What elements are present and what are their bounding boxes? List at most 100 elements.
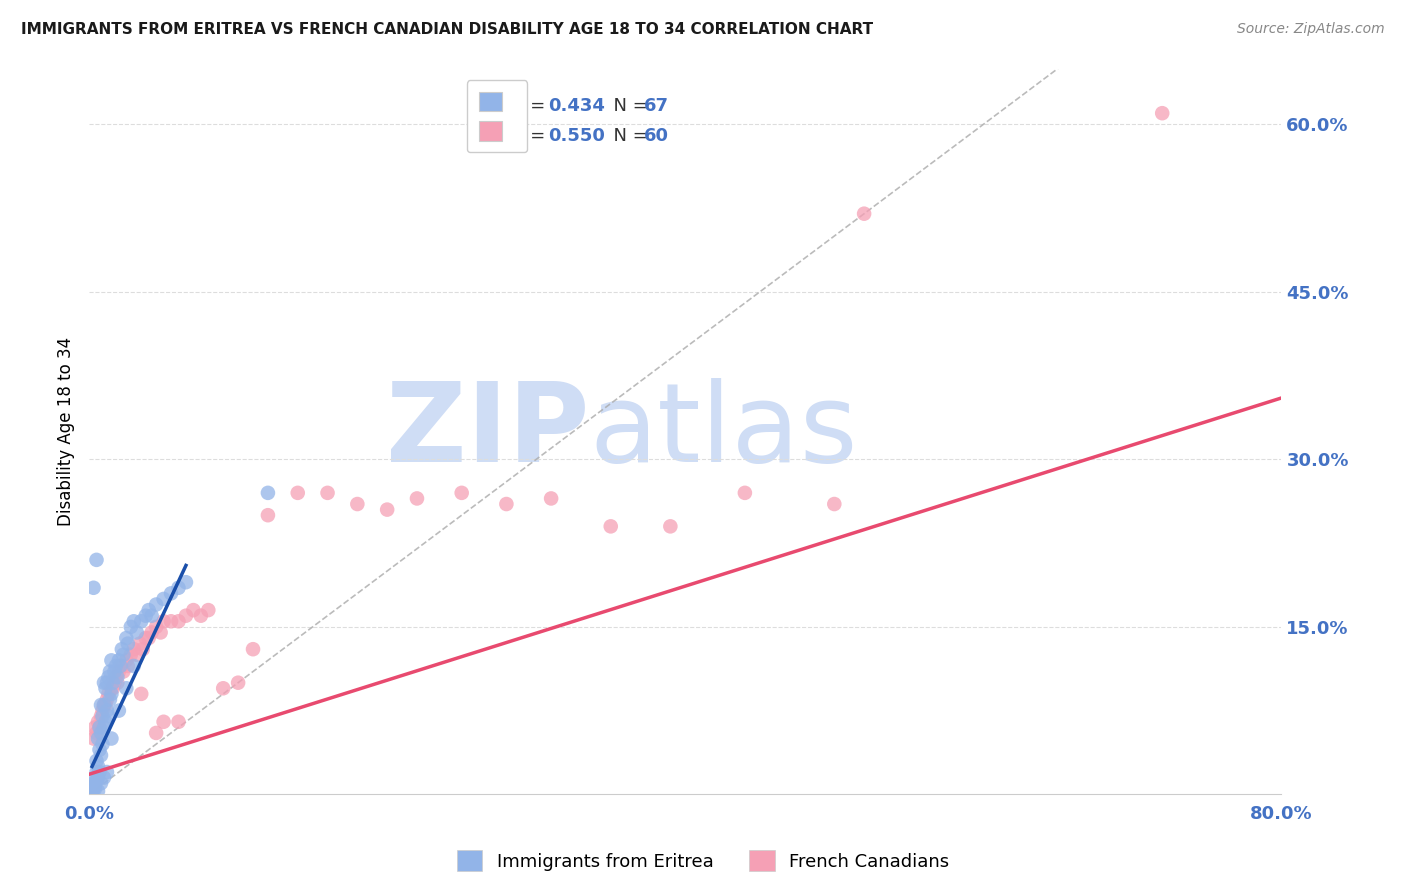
Point — [226, 675, 249, 690]
Point — [89, 720, 111, 734]
Point — [104, 670, 127, 684]
Point — [112, 648, 135, 662]
Point — [212, 681, 235, 696]
Point — [122, 615, 145, 629]
Point — [1152, 106, 1174, 120]
Point — [97, 709, 120, 723]
Point — [659, 519, 682, 533]
Point — [115, 681, 138, 696]
Point — [197, 603, 219, 617]
Point — [132, 642, 155, 657]
Point — [122, 642, 145, 657]
Point — [86, 754, 108, 768]
Point — [242, 642, 264, 657]
Point — [86, 765, 108, 780]
Point — [108, 665, 131, 679]
Point — [117, 659, 139, 673]
Point — [287, 486, 309, 500]
Point — [86, 553, 108, 567]
Point — [90, 698, 112, 712]
Text: ZIP: ZIP — [387, 378, 591, 485]
Point — [83, 781, 105, 796]
Point — [86, 726, 108, 740]
Point — [93, 771, 115, 785]
Point — [97, 670, 120, 684]
Legend: , : , — [467, 80, 527, 153]
Point — [87, 759, 110, 773]
Point — [406, 491, 429, 506]
Point — [125, 648, 148, 662]
Point — [152, 615, 174, 629]
Point — [84, 779, 107, 793]
Text: 0.550: 0.550 — [548, 127, 605, 145]
Point — [98, 692, 121, 706]
Point — [103, 665, 125, 679]
Text: 0.434: 0.434 — [548, 96, 605, 114]
Point — [98, 665, 121, 679]
Point — [87, 771, 110, 785]
Point — [105, 670, 128, 684]
Point — [108, 653, 131, 667]
Point — [90, 776, 112, 790]
Point — [101, 675, 124, 690]
Point — [257, 486, 280, 500]
Point — [734, 486, 756, 500]
Point — [83, 581, 105, 595]
Text: 67: 67 — [644, 96, 668, 114]
Point — [83, 776, 105, 790]
Point — [89, 742, 111, 756]
Point — [167, 714, 190, 729]
Point — [84, 781, 107, 796]
Point — [84, 771, 107, 785]
Point — [103, 675, 125, 690]
Point — [108, 704, 131, 718]
Point — [80, 781, 103, 796]
Point — [90, 709, 112, 723]
Point — [316, 486, 339, 500]
Point — [853, 207, 876, 221]
Point — [93, 698, 115, 712]
Point — [112, 665, 135, 679]
Point — [110, 659, 132, 673]
Point — [145, 598, 167, 612]
Point — [100, 687, 122, 701]
Point — [87, 714, 110, 729]
Point — [122, 659, 145, 673]
Point — [450, 486, 472, 500]
Point — [100, 731, 122, 746]
Point — [80, 785, 103, 799]
Point — [128, 637, 150, 651]
Point — [190, 608, 212, 623]
Point — [160, 615, 183, 629]
Point — [138, 631, 160, 645]
Point — [89, 720, 111, 734]
Text: Source: ZipAtlas.com: Source: ZipAtlas.com — [1237, 22, 1385, 37]
Point — [83, 731, 105, 746]
Point — [138, 603, 160, 617]
Point — [183, 603, 205, 617]
Point — [94, 698, 117, 712]
Point — [90, 748, 112, 763]
Y-axis label: Disability Age 18 to 34: Disability Age 18 to 34 — [58, 337, 75, 526]
Point — [145, 620, 167, 634]
Point — [104, 659, 127, 673]
Point — [823, 497, 845, 511]
Point — [120, 620, 142, 634]
Point — [152, 591, 174, 606]
Point — [91, 709, 114, 723]
Text: N =: N = — [602, 96, 654, 114]
Point — [129, 687, 152, 701]
Point — [100, 681, 122, 696]
Point — [346, 497, 368, 511]
Text: 60: 60 — [644, 127, 668, 145]
Point — [89, 765, 111, 780]
Point — [96, 675, 118, 690]
Point — [84, 720, 107, 734]
Point — [125, 625, 148, 640]
Point — [149, 625, 172, 640]
Point — [96, 692, 118, 706]
Point — [141, 625, 163, 640]
Point — [135, 631, 157, 645]
Point — [87, 784, 110, 798]
Point — [152, 714, 174, 729]
